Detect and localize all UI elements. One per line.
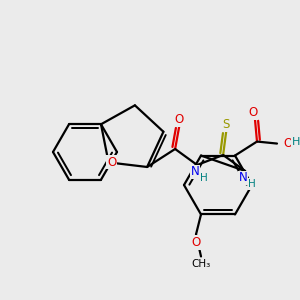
Text: H: H (248, 179, 256, 189)
Text: H: H (200, 173, 208, 183)
Text: O: O (191, 236, 201, 249)
Text: CH₃: CH₃ (191, 260, 211, 269)
Text: O: O (107, 156, 116, 169)
Text: N: N (191, 166, 200, 178)
Text: H: H (292, 136, 300, 147)
Text: S: S (222, 118, 230, 131)
Text: N: N (239, 172, 248, 184)
Text: O: O (283, 137, 292, 150)
Text: O: O (175, 113, 184, 127)
Text: O: O (248, 106, 258, 119)
